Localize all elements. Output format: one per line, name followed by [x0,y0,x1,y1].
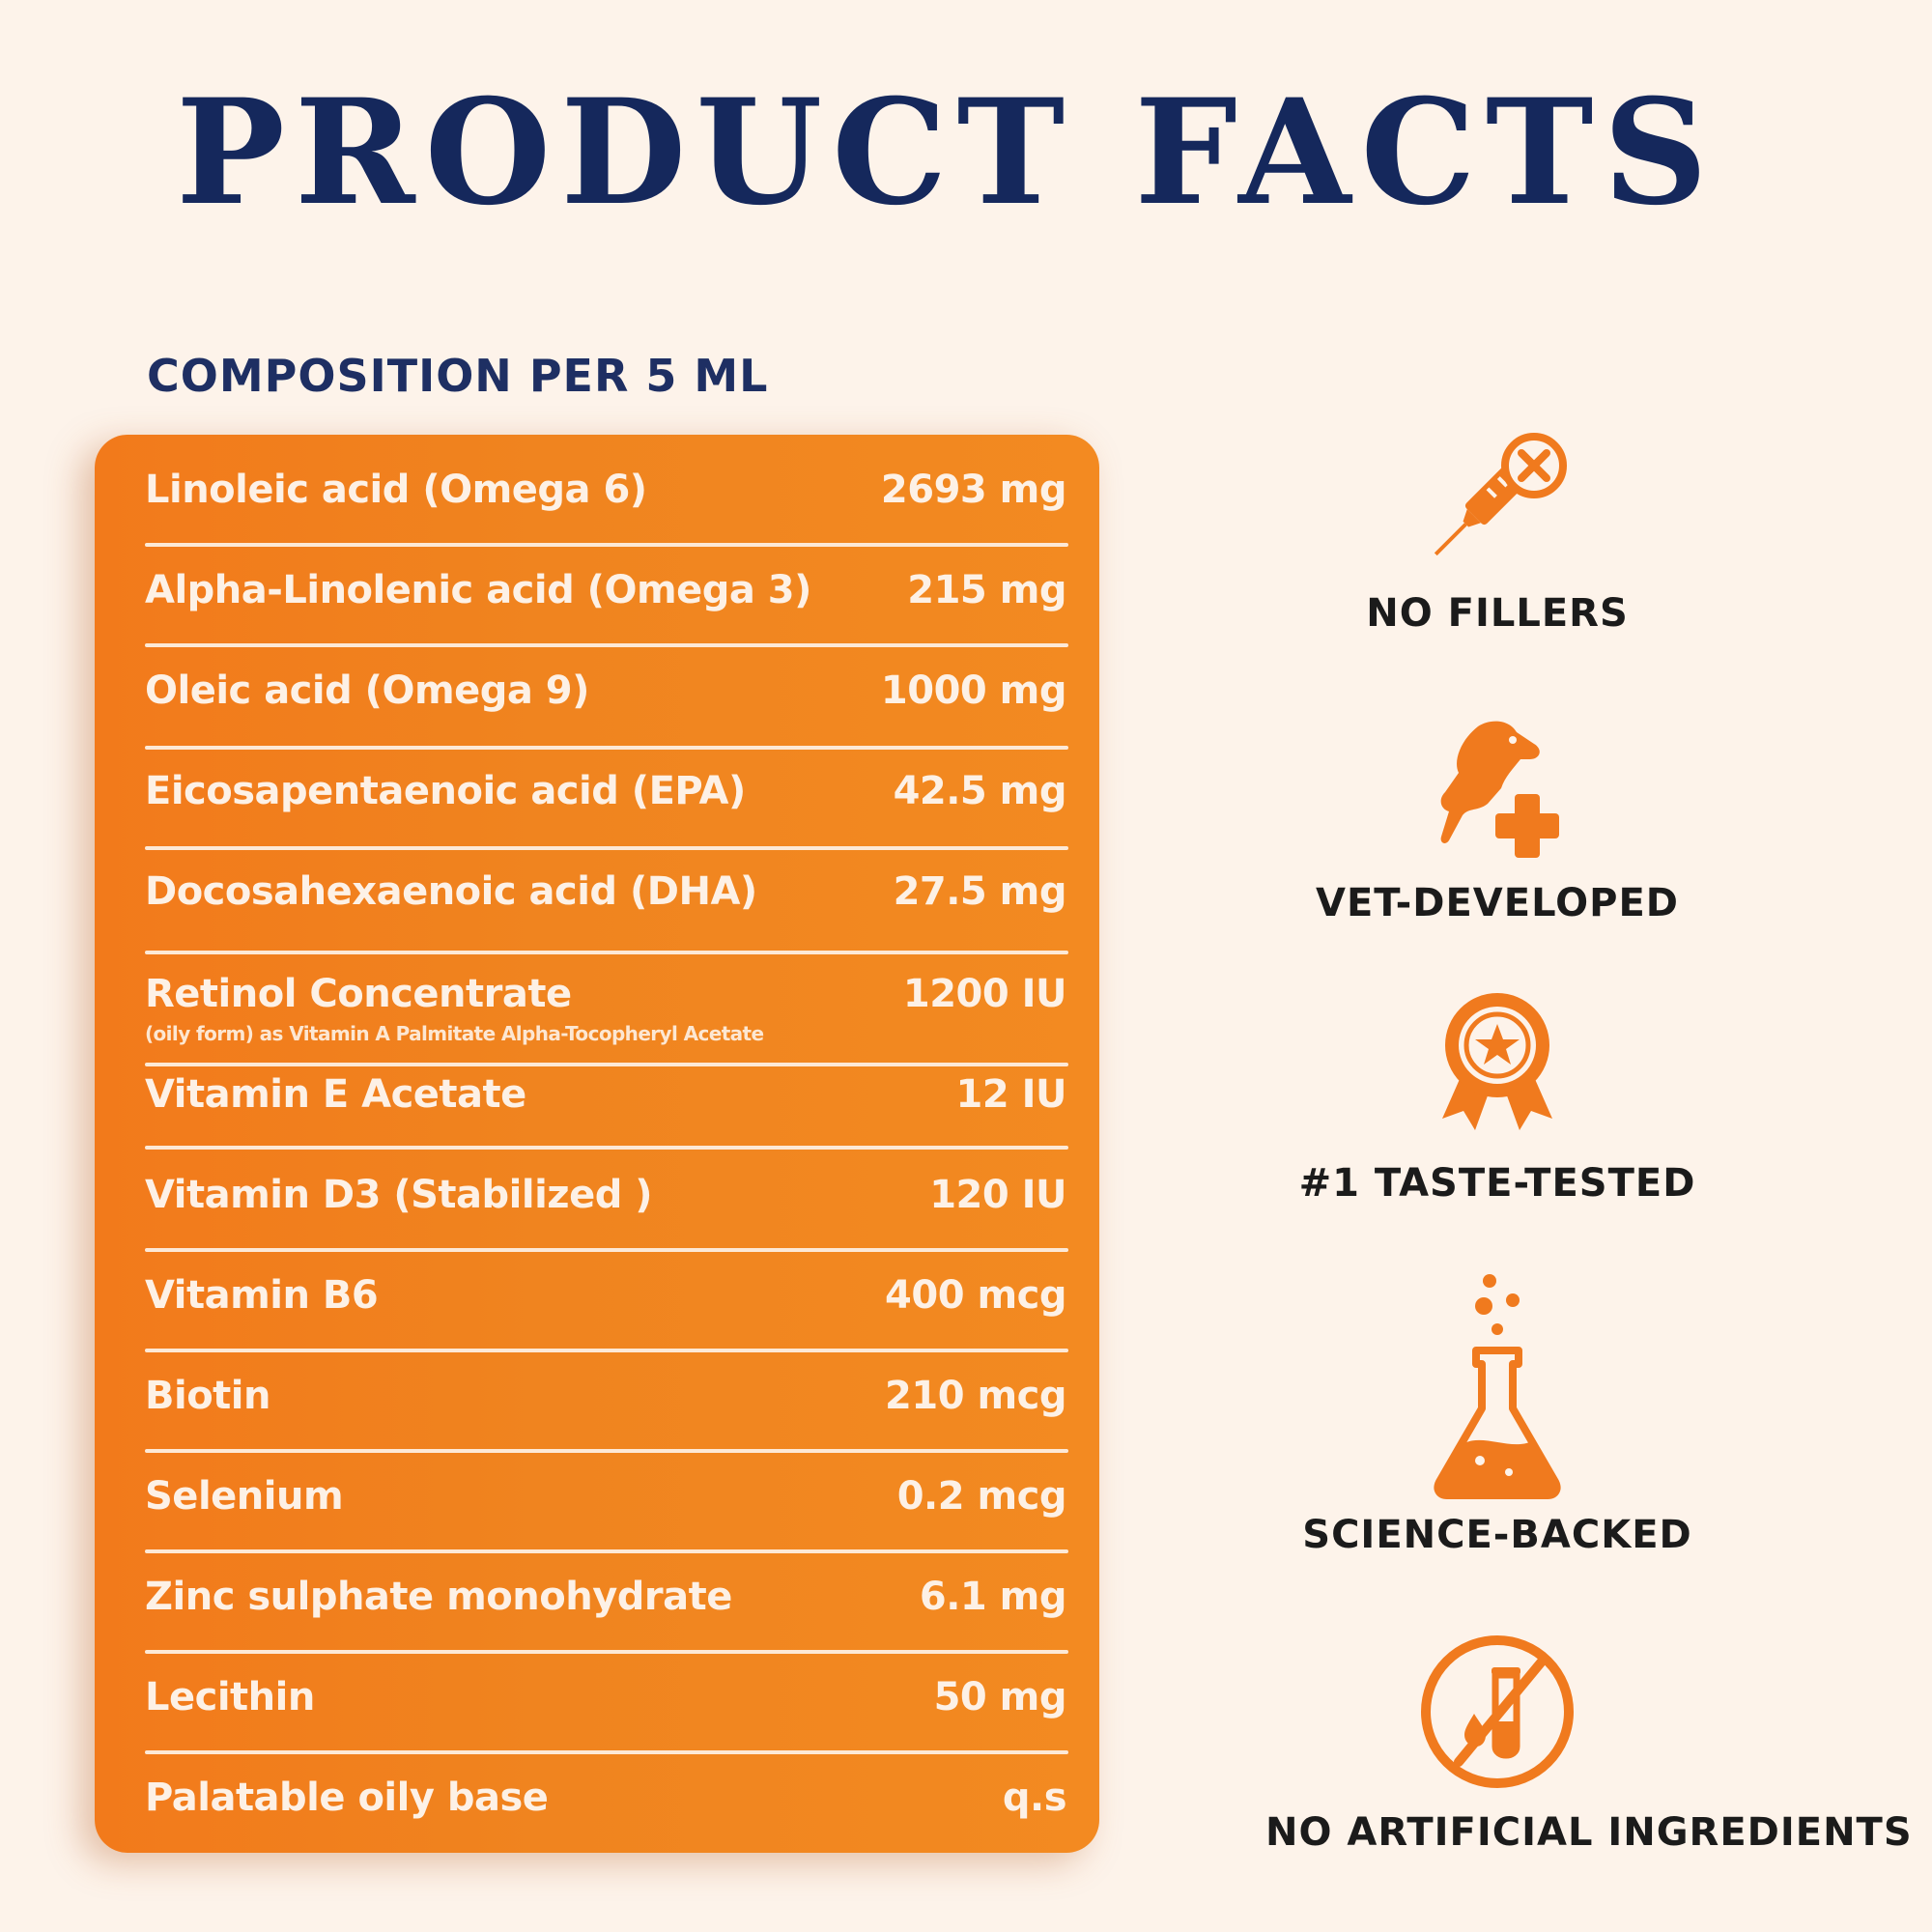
ingredient-amount: 1000 mg [880,668,1067,713]
feature-no-fillers: NO FILLERS [1265,425,1729,636]
ingredient-amount: 6.1 mg [919,1575,1067,1619]
ingredient-name: Vitamin B6 [145,1273,379,1318]
ingredient-amount: 400 mcg [885,1273,1066,1318]
ingredient-amount: 50 mg [933,1675,1067,1719]
ingredient-name: Linoleic acid (Omega 6) [145,468,647,512]
row-divider [145,643,1068,647]
row-divider [145,746,1068,750]
ingredient-amount: 0.2 mcg [896,1474,1067,1519]
row-divider [145,1549,1068,1553]
feature-label: #1 TASTE-TESTED [1298,1161,1696,1206]
ingredient-name: Docosahexaenoic acid (DHA) [145,869,757,914]
row-divider [145,846,1068,850]
feature-taste-tested: #1 TASTE-TESTED [1265,989,1729,1206]
ingredient-amount: 12 IU [955,1072,1067,1117]
row-divider [145,951,1068,954]
ingredient-amount: 2693 mg [880,468,1067,512]
ingredient-amount: q.s [1002,1776,1067,1820]
ingredient-amount: 27.5 mg [893,869,1067,914]
row-divider [145,1449,1068,1453]
ingredient-name: Retinol Concentrate [145,972,572,1016]
feature-no-artificial: NO ARTIFICIAL INGREDIENTS [1265,1633,1913,1855]
ingredient-name: Palatable oily base [145,1776,549,1820]
ingredient-amount: 42.5 mg [893,769,1067,813]
ingredient-amount: 210 mcg [885,1374,1066,1418]
feature-science-backed: SCIENCE-BACKED [1265,1271,1729,1557]
feature-vet-developed: VET-DEVELOPED [1265,715,1729,925]
row-divider [145,543,1068,547]
ingredient-name: Alpha-Linolenic acid (Omega 3) [145,568,811,612]
feature-label: VET-DEVELOPED [1315,881,1679,925]
ingredient-name: Biotin [145,1374,271,1418]
ingredient-amount: 215 mg [907,568,1066,612]
ingredient-amount: 1200 IU [902,972,1067,1016]
row-divider [145,1248,1068,1252]
feature-label: SCIENCE-BACKED [1302,1513,1692,1557]
row-divider [145,1349,1068,1352]
row-divider [145,1063,1068,1066]
lab-flask-icon [1434,1274,1561,1499]
award-ribbon-icon [1442,993,1552,1130]
ingredient-name: Selenium [145,1474,344,1519]
ingredient-name: Eicosapentaenoic acid (EPA) [145,769,746,813]
row-divider [145,1750,1068,1754]
ingredient-note: (oily form) as Vitamin A Palmitate Alpha… [145,1022,764,1045]
no-syringe-icon [1434,433,1567,556]
dog-medical-cross-icon [1440,721,1559,858]
ingredient-name: Vitamin E Acetate [145,1072,526,1117]
ingredient-name: Lecithin [145,1675,315,1719]
row-divider [145,1146,1068,1150]
page-title: PRODUCT FACTS [176,68,1718,238]
row-divider [145,1650,1068,1654]
ingredient-name: Oleic acid (Omega 9) [145,668,589,713]
composition-heading: COMPOSITION PER 5 ML [147,350,769,402]
feature-label: NO ARTIFICIAL INGREDIENTS [1265,1810,1913,1855]
composition-panel: Linoleic acid (Omega 6) 2693 mg Alpha-Li… [95,435,1099,1853]
ingredient-name: Zinc sulphate monohydrate [145,1575,732,1619]
feature-label: NO FILLERS [1366,591,1629,636]
ingredient-name: Vitamin D3 (Stabilized ) [145,1173,653,1217]
ingredient-amount: 120 IU [929,1173,1066,1217]
no-test-tube-icon [1421,1635,1574,1788]
